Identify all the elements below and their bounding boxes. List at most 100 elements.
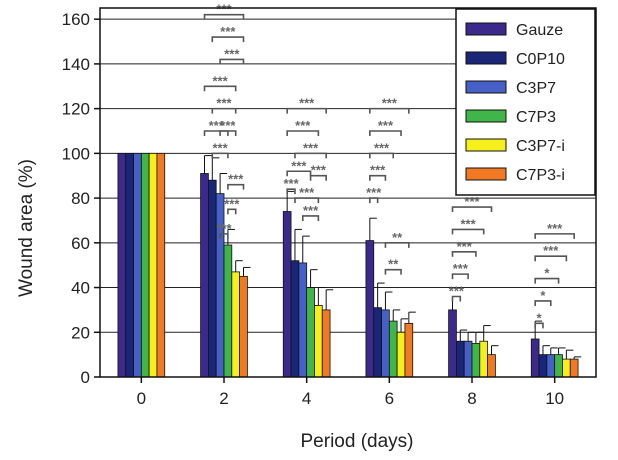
axes: 0 20 40 60 80 100 120 140 160 0 2 4 6 8 10 — [62, 7, 597, 408]
bar — [455, 340, 465, 378]
bar — [388, 320, 398, 378]
significance-label: *** — [370, 163, 386, 178]
bar — [117, 152, 127, 378]
significance-label: *** — [547, 221, 563, 236]
bar — [290, 260, 300, 378]
significance-bracket — [219, 233, 229, 239]
legend-label: C7P3 — [516, 109, 556, 126]
bar — [471, 343, 481, 378]
y-tick-label: 140 — [62, 55, 90, 74]
significance-bracket — [369, 130, 402, 136]
x-tick-label: 8 — [467, 389, 476, 408]
y-tick-label: 80 — [71, 189, 90, 208]
bar — [282, 211, 292, 378]
legend-box — [455, 8, 596, 196]
bar — [530, 338, 540, 378]
legend-swatch — [465, 109, 507, 123]
significance-bracket — [211, 152, 229, 159]
significance-label: *** — [366, 185, 382, 200]
legend-label: Gauze — [516, 22, 563, 39]
significance-label: *** — [224, 46, 240, 61]
bar — [404, 322, 414, 378]
significance-label: *** — [299, 96, 315, 111]
significance-bracket — [534, 322, 544, 329]
bar — [125, 152, 134, 378]
significance-label: *** — [374, 140, 390, 155]
significance-label: *** — [461, 216, 477, 231]
y-tick-label: 40 — [71, 279, 90, 298]
significance-label: *** — [216, 2, 232, 17]
significance-bracket — [294, 197, 320, 204]
significance-label: *** — [291, 158, 307, 173]
significance-label: *** — [457, 239, 473, 254]
significance-bracket — [534, 300, 552, 306]
bar — [448, 309, 457, 378]
y-tick-label: 160 — [62, 10, 90, 29]
legend-swatch — [465, 167, 507, 181]
significance-bracket — [227, 208, 237, 215]
bar — [207, 179, 217, 378]
significance-label: ** — [392, 230, 403, 245]
legend-swatch — [465, 138, 507, 152]
bar — [306, 287, 315, 378]
significance-label: *** — [220, 118, 236, 133]
significance-label: ** — [388, 257, 399, 272]
significance-bracket — [301, 215, 320, 221]
bar — [554, 354, 563, 378]
significance-label: * — [540, 288, 546, 303]
significance-label: *** — [449, 283, 465, 298]
significance-bracket — [211, 107, 237, 114]
bar — [396, 331, 406, 378]
significance-bracket — [369, 152, 395, 159]
bar — [463, 340, 473, 378]
y-tick-label: 60 — [71, 234, 90, 253]
y-tick-label: 20 — [71, 323, 90, 342]
bar — [231, 271, 241, 378]
significance-label: *** — [303, 203, 319, 218]
significance-label: *** — [213, 73, 229, 88]
bar — [479, 340, 488, 378]
plot-frame — [99, 7, 597, 378]
significance-bracket — [451, 273, 469, 280]
bar — [538, 354, 548, 378]
bar — [133, 152, 142, 378]
significance-label: *** — [209, 118, 225, 133]
legend-label: C3P7-i — [516, 138, 565, 155]
significance-bracket — [294, 152, 327, 159]
y-tick-label: 100 — [62, 144, 90, 163]
bar — [223, 244, 233, 378]
significance-label: *** — [228, 172, 244, 187]
legend-label: C7P3-i — [516, 167, 565, 184]
significance-bracket — [286, 188, 296, 195]
x-axis-title: Period (days) — [301, 431, 414, 452]
significance-bracket — [451, 295, 462, 302]
significance-label: *** — [303, 140, 319, 155]
y-axis-title: Wound area (%) — [16, 159, 37, 297]
significance-label: *** — [220, 24, 236, 39]
significance-bracket — [286, 107, 327, 114]
significance-bracket — [451, 250, 477, 257]
bar — [569, 358, 579, 378]
significance-bracket — [369, 197, 379, 204]
bar — [546, 354, 556, 378]
y-tick-label: 120 — [62, 100, 90, 119]
significance-bracket — [211, 36, 245, 43]
significance-bracket — [451, 228, 485, 235]
legend-swatch — [465, 80, 507, 94]
significance-bracket — [286, 170, 312, 177]
bar — [487, 354, 496, 378]
significance-bracket — [384, 242, 410, 248]
significance-label: *** — [216, 96, 232, 111]
significance-bracket — [309, 174, 327, 181]
y-tick-label: 0 — [81, 368, 90, 387]
x-tick-label: 4 — [302, 389, 311, 408]
significance-bracket — [203, 130, 229, 136]
bar — [239, 275, 248, 378]
x-tick-label: 6 — [385, 389, 394, 408]
significance-bracket — [219, 58, 245, 65]
significance-bracket — [203, 13, 245, 20]
legend-label: C0P10 — [516, 51, 565, 68]
significance-bracket — [384, 268, 402, 275]
x-tick-label: 10 — [545, 389, 564, 408]
significance-bracket — [451, 206, 493, 213]
